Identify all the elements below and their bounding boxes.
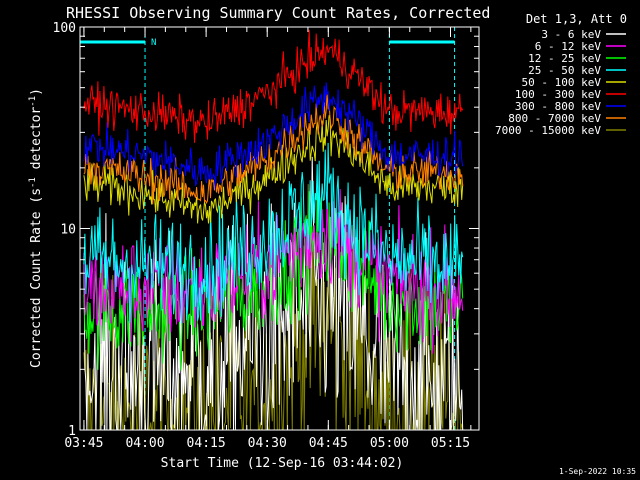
y-tick-label: 10 (60, 223, 76, 238)
x-tick-label: 03:45 (64, 436, 103, 451)
y-axis-label: Corrected Count Rate (s-1 detector-1) (28, 88, 44, 368)
x-tick-label: 04:00 (125, 436, 164, 451)
legend-label: 12 - 25 keV (528, 52, 601, 65)
x-tick-label: 04:30 (248, 436, 287, 451)
series-50-100-kev-line (83, 115, 464, 224)
night-markers: N (79, 27, 456, 430)
legend-label: 3 - 6 keV (541, 28, 601, 41)
x-tick-label: 04:15 (187, 436, 226, 451)
series-800-7000-kev-line (83, 91, 464, 205)
series-300-800-kev-line (83, 82, 464, 190)
timestamp: 1-Sep-2022 10:35 (559, 467, 636, 476)
series-layer (83, 29, 464, 432)
x-tick-label: 05:00 (370, 436, 409, 451)
legend-label: 300 - 800 keV (515, 100, 601, 113)
series-6-12-kev-line (83, 188, 464, 354)
legend-label: 7000 - 15000 keV (495, 124, 601, 137)
legend-label: 6 - 12 keV (535, 40, 602, 53)
legend-label: 50 - 100 keV (522, 76, 602, 89)
y-tick-label: 100 (53, 21, 76, 36)
axes: 1 10 100 03:45 04:00 04:15 04:30 04:45 05:00 05:1… (53, 21, 480, 451)
series-25-50-kev-line (83, 142, 464, 324)
legend-label: 100 - 300 keV (515, 88, 601, 101)
y-tick-label: 1 (68, 424, 76, 439)
chart-title: RHESSI Observing Summary Count Rates, Co… (66, 4, 490, 22)
legend-label: 25 - 50 keV (528, 64, 601, 77)
legend-label: 800 - 7000 keV (508, 112, 601, 125)
x-tick-label: 04:45 (309, 436, 348, 451)
series-100-300-kev-line (83, 29, 464, 143)
x-tick-label: 05:15 (431, 436, 470, 451)
x-axis-label: Start Time (12-Sep-16 03:44:02) (161, 456, 404, 471)
night-marker-label: N (151, 38, 156, 48)
legend-title: Det 1,3, Att 0 (526, 12, 627, 26)
